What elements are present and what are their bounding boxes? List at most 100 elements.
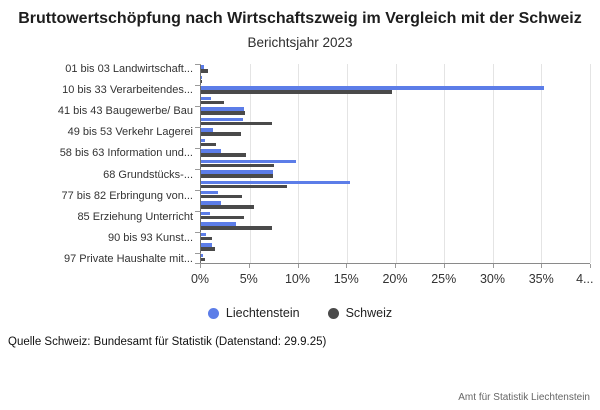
bar-schweiz bbox=[201, 121, 272, 126]
bar-schweiz bbox=[201, 100, 225, 105]
y-axis-label: 90 bis 93 Kunst... bbox=[108, 231, 193, 244]
bar-schweiz bbox=[201, 247, 215, 251]
y-axis-label: 01 bis 03 Landwirtschaft... bbox=[65, 63, 193, 76]
y-axis-tick bbox=[195, 231, 201, 233]
bar-schweiz bbox=[201, 215, 244, 220]
y-axis-label: 77 bis 82 Erbringung von... bbox=[61, 189, 193, 202]
bar-chart: 01 bis 03 Landwirtschaft... 10 bis 33 Ver… bbox=[10, 63, 594, 290]
plot-area bbox=[195, 64, 591, 264]
legend-dot-icon bbox=[327, 307, 339, 319]
y-axis-tick bbox=[195, 105, 201, 107]
y-axis-label: 10 bis 33 Verarbeitendes... bbox=[62, 84, 193, 97]
chart-subtitle: Berichtsjahr 2023 bbox=[247, 35, 353, 50]
gridline bbox=[541, 64, 543, 263]
bar-liechtenstein bbox=[201, 253, 203, 258]
y-axis-tick bbox=[195, 84, 201, 86]
bar-schweiz bbox=[201, 194, 242, 199]
bar-liechtenstein bbox=[201, 128, 213, 132]
x-axis-tick-label: 30% bbox=[479, 272, 506, 286]
bar-schweiz bbox=[201, 174, 273, 178]
bar-liechtenstein bbox=[201, 75, 202, 80]
bar-liechtenstein bbox=[201, 107, 244, 111]
x-axis-tick-label: 0% bbox=[190, 272, 210, 286]
bar-schweiz bbox=[201, 226, 272, 230]
y-axis-tick bbox=[195, 263, 201, 264]
bar-schweiz bbox=[201, 90, 392, 94]
gridline bbox=[298, 64, 300, 263]
y-axis-tick bbox=[195, 168, 201, 170]
y-axis-tick bbox=[195, 189, 201, 191]
x-axis-tick-label: 5% bbox=[239, 272, 258, 286]
bar-liechtenstein bbox=[201, 170, 273, 174]
source-note: Quelle Schweiz: Bundesamt für Statistik … bbox=[8, 336, 327, 348]
bar-liechtenstein bbox=[201, 201, 222, 205]
x-axis-tick bbox=[541, 264, 543, 268]
bar-liechtenstein bbox=[201, 86, 545, 90]
legend: Liechtenstein Schweiz bbox=[0, 306, 600, 320]
bar-schweiz bbox=[201, 236, 212, 241]
legend-item-liechtenstein[interactable]: Liechtenstein bbox=[207, 306, 300, 320]
x-axis-tick bbox=[443, 264, 445, 268]
y-axis-label: 97 Private Haushalte mit... bbox=[63, 252, 193, 265]
bar-schweiz bbox=[201, 257, 205, 262]
gridline bbox=[444, 64, 446, 263]
y-axis-label: 58 bis 63 Information und... bbox=[59, 147, 193, 160]
gridline bbox=[492, 64, 494, 263]
bar-liechtenstein bbox=[201, 243, 212, 247]
bar-schweiz bbox=[201, 69, 208, 73]
x-axis-tick-label: 10% bbox=[284, 272, 311, 286]
gridline bbox=[395, 64, 397, 263]
gridline bbox=[346, 64, 348, 263]
bar-schweiz bbox=[201, 111, 245, 115]
bar-liechtenstein bbox=[201, 149, 222, 153]
x-axis-tick-label: 25% bbox=[431, 272, 457, 286]
bar-liechtenstein bbox=[201, 96, 211, 101]
bar-schweiz bbox=[201, 163, 274, 168]
y-axis-label: 85 Erziehung Unterricht bbox=[77, 210, 193, 223]
bar-schweiz bbox=[201, 205, 255, 209]
bar-liechtenstein bbox=[201, 180, 350, 184]
bar-schweiz bbox=[201, 142, 216, 147]
x-axis-tick bbox=[492, 264, 494, 268]
chart-card: Bruttowertschöpfung nach Wirtschaftszwei… bbox=[0, 10, 600, 403]
bar-liechtenstein bbox=[201, 232, 206, 237]
legend-label: Schweiz bbox=[345, 306, 393, 320]
y-axis-labels: 01 bis 03 Landwirtschaft... 10 bis 33 Ver… bbox=[10, 63, 200, 265]
bar-schweiz bbox=[201, 132, 241, 136]
x-axis-tick bbox=[590, 264, 591, 268]
x-axis-tick-label: 4... bbox=[576, 272, 594, 286]
y-axis-label: 41 bis 43 Baugewerbe/ Bau bbox=[57, 105, 193, 118]
bar-liechtenstein bbox=[201, 211, 210, 216]
bar-liechtenstein bbox=[201, 65, 204, 69]
bar-schweiz bbox=[201, 79, 202, 84]
gridline bbox=[249, 64, 251, 263]
x-axis-tick bbox=[395, 264, 396, 268]
credit: Amt für Statistik Liechtenstein bbox=[458, 392, 590, 403]
legend-item-schweiz[interactable]: Schweiz bbox=[327, 306, 393, 320]
bar-liechtenstein bbox=[201, 138, 205, 143]
x-axis-tick-label: 20% bbox=[382, 272, 408, 286]
x-axis-tick-label: 35% bbox=[528, 272, 554, 286]
x-axis-tick bbox=[248, 264, 250, 268]
chart-title: Bruttowertschöpfung nach Wirtschaftszwei… bbox=[18, 10, 582, 27]
x-axis-tick bbox=[297, 264, 299, 268]
y-axis-tick bbox=[195, 210, 201, 212]
y-axis-label: 68 Grundstücks-... bbox=[103, 168, 193, 181]
y-axis-tick bbox=[195, 64, 201, 65]
x-axis-tick-label: 15% bbox=[333, 272, 359, 286]
x-axis: 0% 5% 10% 15% 20% 25% 30% 35% 4... bbox=[191, 264, 594, 290]
bar-liechtenstein bbox=[201, 222, 236, 226]
y-axis-tick bbox=[195, 252, 201, 254]
x-axis-tick bbox=[200, 264, 201, 268]
bar-schweiz bbox=[201, 184, 287, 188]
bar-liechtenstein bbox=[201, 190, 218, 195]
legend-label: Liechtenstein bbox=[225, 306, 300, 320]
x-axis-tick bbox=[346, 264, 348, 268]
y-axis-tick bbox=[195, 147, 201, 149]
bar-liechtenstein bbox=[201, 159, 297, 164]
bar-liechtenstein bbox=[201, 117, 243, 122]
y-axis-label: 49 bis 53 Verkehr Lagerei bbox=[67, 126, 193, 139]
y-axis-tick bbox=[195, 126, 201, 128]
gridline bbox=[590, 64, 591, 263]
bar-schweiz bbox=[201, 153, 246, 157]
